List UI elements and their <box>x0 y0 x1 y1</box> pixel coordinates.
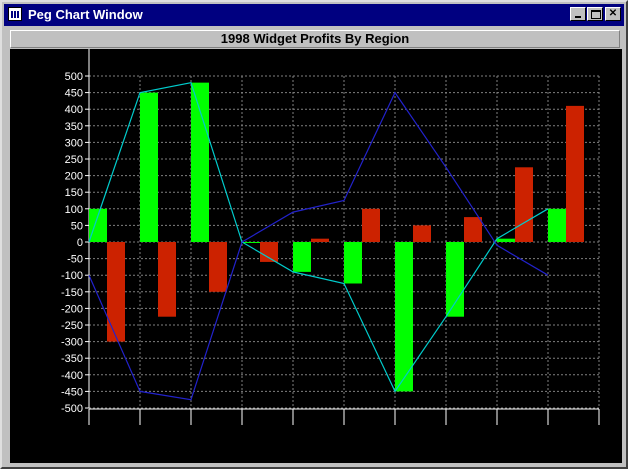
bar <box>242 242 260 243</box>
bar <box>497 238 515 242</box>
bar <box>293 242 311 272</box>
bar <box>515 167 533 242</box>
bar <box>209 242 227 292</box>
bar <box>548 208 566 242</box>
window-title: Peg Chart Window <box>28 7 143 22</box>
bar <box>260 242 278 262</box>
y-tick-label: -50 <box>67 254 83 266</box>
chart-area: 500 450 400 350 300 250 200 150 100 50 0 -50 -100 -15… <box>10 49 622 463</box>
bar <box>413 225 431 242</box>
bar <box>446 242 464 317</box>
bar <box>464 217 482 242</box>
minimize-button[interactable] <box>570 7 586 21</box>
bar <box>107 242 125 342</box>
bar <box>311 238 329 242</box>
bar <box>566 105 584 242</box>
series-line <box>88 91 549 401</box>
y-tick-label: -450 <box>61 386 83 398</box>
y-tick-label: 250 <box>65 154 83 166</box>
series-line <box>88 81 549 393</box>
y-tick-label: 450 <box>65 88 83 100</box>
y-tick-label: 0 <box>77 237 83 249</box>
bar <box>362 208 380 242</box>
bar <box>140 92 158 242</box>
y-tick-label: 350 <box>65 121 83 133</box>
y-tick-label: 50 <box>71 220 83 232</box>
y-tick-label: 300 <box>65 137 83 149</box>
bar <box>395 242 413 392</box>
y-tick-label: 150 <box>65 187 83 199</box>
chart-title: 1998 Widget Profits By Region <box>10 30 620 48</box>
y-tick-label: -250 <box>61 320 83 332</box>
y-tick-label: -200 <box>61 303 83 315</box>
close-button[interactable] <box>605 7 621 21</box>
y-tick-label: -150 <box>61 287 83 299</box>
y-tick-label: 500 <box>65 71 83 83</box>
bar <box>344 242 362 284</box>
y-tick-label: -500 <box>61 403 83 415</box>
bar <box>191 82 209 242</box>
y-tick-label: -400 <box>61 370 83 382</box>
y-tick-label: 400 <box>65 104 83 116</box>
chart-app-icon[interactable] <box>8 7 22 21</box>
bar <box>89 208 107 242</box>
maximize-button[interactable] <box>587 7 603 21</box>
profit-chart: 500450400350300250200150100500-50-100-15… <box>61 49 600 425</box>
y-tick-label: 200 <box>65 171 83 183</box>
bar <box>158 242 176 317</box>
y-tick-label: -300 <box>61 337 83 349</box>
y-tick-label: -100 <box>61 270 83 282</box>
y-tick-label: -350 <box>61 353 83 365</box>
y-tick-label: 100 <box>65 204 83 216</box>
title-bar[interactable]: Peg Chart Window <box>4 4 624 26</box>
